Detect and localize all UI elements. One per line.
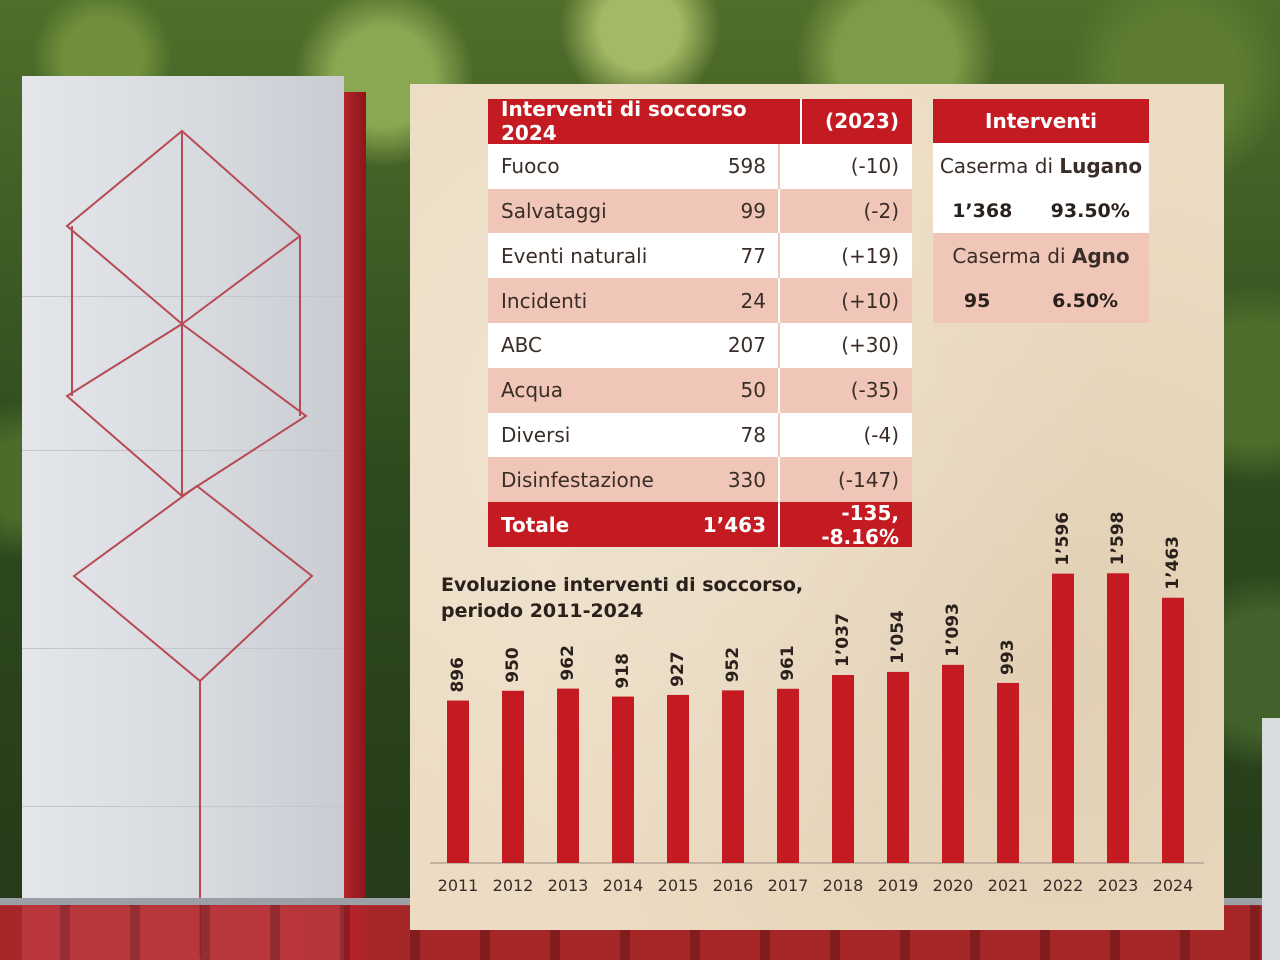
bar-value-label: 1’093 <box>943 603 963 657</box>
table-row: Incidenti 24 (+10) <box>488 278 912 323</box>
bar-value-label: 993 <box>998 639 1018 675</box>
x-tick-label: 2012 <box>493 876 534 895</box>
bar-2024 <box>1162 597 1184 863</box>
table-row: Fuoco 598 (-10) <box>488 143 912 189</box>
stations-box: Interventi Caserma di Lugano 1’368 93.50… <box>933 99 1149 323</box>
row-diff: (-4) <box>778 412 912 458</box>
row-label: ABC <box>501 333 543 358</box>
x-tick-label: 2022 <box>1043 876 1084 895</box>
table-title: Interventi di soccorso 2024 <box>501 97 747 146</box>
bar-2015 <box>667 694 689 863</box>
row-label: Diversi <box>501 422 571 447</box>
building-edge <box>1262 718 1280 960</box>
x-tick-label: 2013 <box>548 876 589 895</box>
x-tick-label: 2015 <box>658 876 699 895</box>
row-value: 78 <box>740 422 766 447</box>
x-tick-label: 2014 <box>603 876 644 895</box>
row-label: Salvataggi <box>501 198 607 223</box>
bar-value-label: 927 <box>668 651 688 687</box>
bar-2012 <box>502 690 524 863</box>
row-value: 330 <box>727 467 766 492</box>
bar-2019 <box>887 671 909 863</box>
row-diff: (+10) <box>778 278 912 323</box>
table-row: Diversi 78 (-4) <box>488 412 912 458</box>
bar-value-label: 950 <box>503 647 523 683</box>
facade-joint <box>22 806 344 807</box>
x-tick-label: 2018 <box>823 876 864 895</box>
row-diff: (-10) <box>778 143 912 189</box>
row-diff: (-35) <box>778 367 912 413</box>
x-tick-label: 2017 <box>768 876 809 895</box>
row-value: 598 <box>727 154 766 179</box>
station-lugano-label: Caserma di Lugano <box>933 143 1149 188</box>
bar-value-label: 1’598 <box>1108 512 1128 566</box>
table-row: Disinfestazione 330 (-147) <box>488 457 912 503</box>
bar-chart: 896 2011 950 2012 962 2013 918 2014 927 2015 952 20… <box>430 512 1204 895</box>
bar-value-label: 1’037 <box>833 613 853 667</box>
bar-2016 <box>722 690 744 863</box>
row-label: Acqua <box>501 378 563 403</box>
interventions-table: Interventi di soccorso 2024 (2023) Fuoco… <box>488 97 912 549</box>
chart-title: Evoluzione interventi di soccorso, perio… <box>441 574 804 622</box>
row-label: Eventi naturali <box>501 243 648 268</box>
bar-2021 <box>997 682 1019 863</box>
table-total-row: Totale 1’463 -135, -8.16% <box>488 501 912 549</box>
bar-value-label: 1’596 <box>1053 512 1073 566</box>
x-tick-label: 2016 <box>713 876 754 895</box>
facade-joint <box>22 648 344 649</box>
bar-value-label: 896 <box>448 657 468 693</box>
x-tick-label: 2011 <box>438 876 479 895</box>
bar-value-label: 952 <box>723 647 743 683</box>
row-label: Incidenti <box>501 288 588 313</box>
bar-2022 <box>1052 573 1074 863</box>
x-tick-label: 2024 <box>1153 876 1194 895</box>
row-diff: (+30) <box>778 322 912 368</box>
bar-value-label: 961 <box>778 645 798 681</box>
table-header: Interventi di soccorso 2024 (2023) <box>488 97 912 146</box>
row-label: Fuoco <box>501 154 560 179</box>
table-row: Eventi naturali 77 (+19) <box>488 233 912 279</box>
facade-cube-artwork <box>65 129 314 956</box>
bar-value-label: 1’054 <box>888 610 908 664</box>
row-value: 77 <box>740 243 766 268</box>
row-value: 24 <box>740 288 766 313</box>
bar-2013 <box>557 688 579 863</box>
bar-value-label: 962 <box>558 645 578 681</box>
row-value: 99 <box>740 198 766 223</box>
row-diff: (+19) <box>778 233 912 279</box>
table-row: Salvataggi 99 (-2) <box>488 188 912 234</box>
bar-value-label: 1’463 <box>1163 536 1183 590</box>
x-tick-label: 2021 <box>988 876 1029 895</box>
stations-title: Interventi <box>933 99 1149 143</box>
station-lugano-values: 1’368 93.50% <box>933 188 1149 233</box>
bar-2014 <box>612 696 634 863</box>
row-value: 50 <box>740 378 766 403</box>
row-diff: (-147) <box>778 457 912 503</box>
row-diff: (-2) <box>778 188 912 234</box>
prev-year-header: (2023) <box>800 99 912 144</box>
bar-2017 <box>777 688 799 863</box>
bar-2023 <box>1107 573 1129 863</box>
row-label: Disinfestazione <box>501 467 654 492</box>
total-value: 1’463 <box>702 512 766 537</box>
bar-2018 <box>832 674 854 863</box>
row-value: 207 <box>727 333 766 358</box>
x-tick-label: 2019 <box>878 876 919 895</box>
table-row: ABC 207 (+30) <box>488 322 912 368</box>
station-agno-label: Caserma di Agno <box>933 233 1149 278</box>
total-diff: -135, -8.16% <box>778 501 912 549</box>
bar-value-label: 918 <box>613 653 633 689</box>
total-label: Totale <box>501 512 570 537</box>
station-agno-values: 95 6.50% <box>933 278 1149 323</box>
bar-2011 <box>447 700 469 863</box>
x-tick-label: 2023 <box>1098 876 1139 895</box>
x-tick-label: 2020 <box>933 876 974 895</box>
table-row: Acqua 50 (-35) <box>488 367 912 413</box>
bar-2020 <box>942 664 964 863</box>
building-side <box>344 92 366 960</box>
